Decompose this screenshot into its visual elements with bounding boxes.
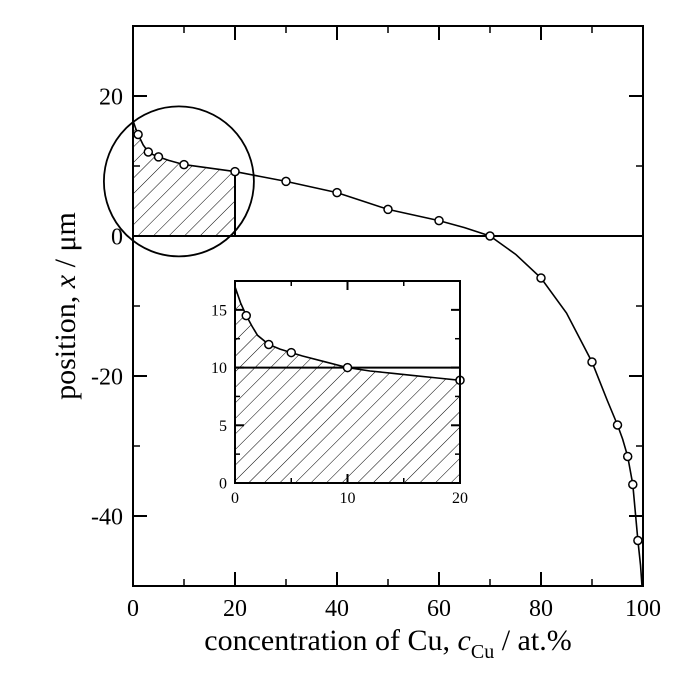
inset-x-tick-label: 0 [231, 490, 239, 507]
main-data-point [628, 479, 638, 490]
main-data-point [587, 357, 597, 367]
main-data-point [434, 215, 444, 226]
y-axis-label: position, x / μm [49, 212, 82, 400]
main-data-point [133, 129, 143, 140]
main-data-point [536, 273, 546, 283]
y-axis-label-var: x [49, 274, 82, 289]
x-axis-label: concentration of Cu, cCu / at.% [204, 624, 571, 663]
inset-shaded-region [235, 286, 460, 483]
inset-x-tick-label: 20 [452, 490, 468, 507]
inset-x-tick-label: 10 [340, 490, 356, 507]
inset-data-point [264, 339, 274, 350]
main-y-tick-label: -40 [91, 504, 123, 530]
inset-y-tick-label: 5 [219, 418, 227, 435]
inset-data-point [342, 362, 353, 373]
main-y-tick-label: 0 [111, 224, 123, 250]
inset-y-tick-label: 0 [219, 476, 227, 493]
magnifier-circle [102, 105, 255, 258]
main-shaded-region [133, 120, 235, 236]
x-axis-label-unit: / at.% [494, 624, 571, 657]
main-data-point [612, 420, 623, 430]
main-x-tick-label: 80 [529, 596, 553, 622]
x-axis-label-var: c [458, 624, 471, 657]
y-axis-label-text: position, [49, 288, 82, 400]
y-axis-label-unit: / μm [49, 212, 82, 275]
main-x-tick-label: 0 [127, 596, 139, 622]
inset-y-tick-label: 10 [211, 360, 227, 377]
main-data-point [633, 535, 643, 546]
main-data-point [153, 152, 164, 162]
inset-plot: 0 10 20 0 5 10 15 [211, 280, 468, 507]
main-data-point [332, 187, 342, 198]
main-data-point [281, 176, 291, 187]
x-axis-label-text: concentration of Cu, [204, 624, 457, 657]
inset-data-point [241, 310, 251, 321]
main-y-tick-label: -20 [91, 364, 123, 390]
main-data-point [485, 231, 495, 241]
inset-data-point [286, 347, 296, 358]
main-x-tick-label: 100 [625, 596, 661, 622]
main-x-tick-label: 20 [223, 596, 247, 622]
main-y-tick-label: 20 [99, 84, 123, 110]
main-data-point [230, 166, 240, 177]
inset-y-tick-label: 15 [211, 302, 227, 319]
main-data-point [622, 451, 633, 462]
x-axis-label-sub: Cu [471, 641, 494, 663]
main-data-point [143, 147, 154, 157]
main-data-point [383, 204, 393, 215]
main-x-tick-label: 40 [325, 596, 349, 622]
main-data-point [179, 159, 189, 170]
main-x-tick-label: 60 [427, 596, 451, 622]
inset-series-line [235, 286, 460, 382]
